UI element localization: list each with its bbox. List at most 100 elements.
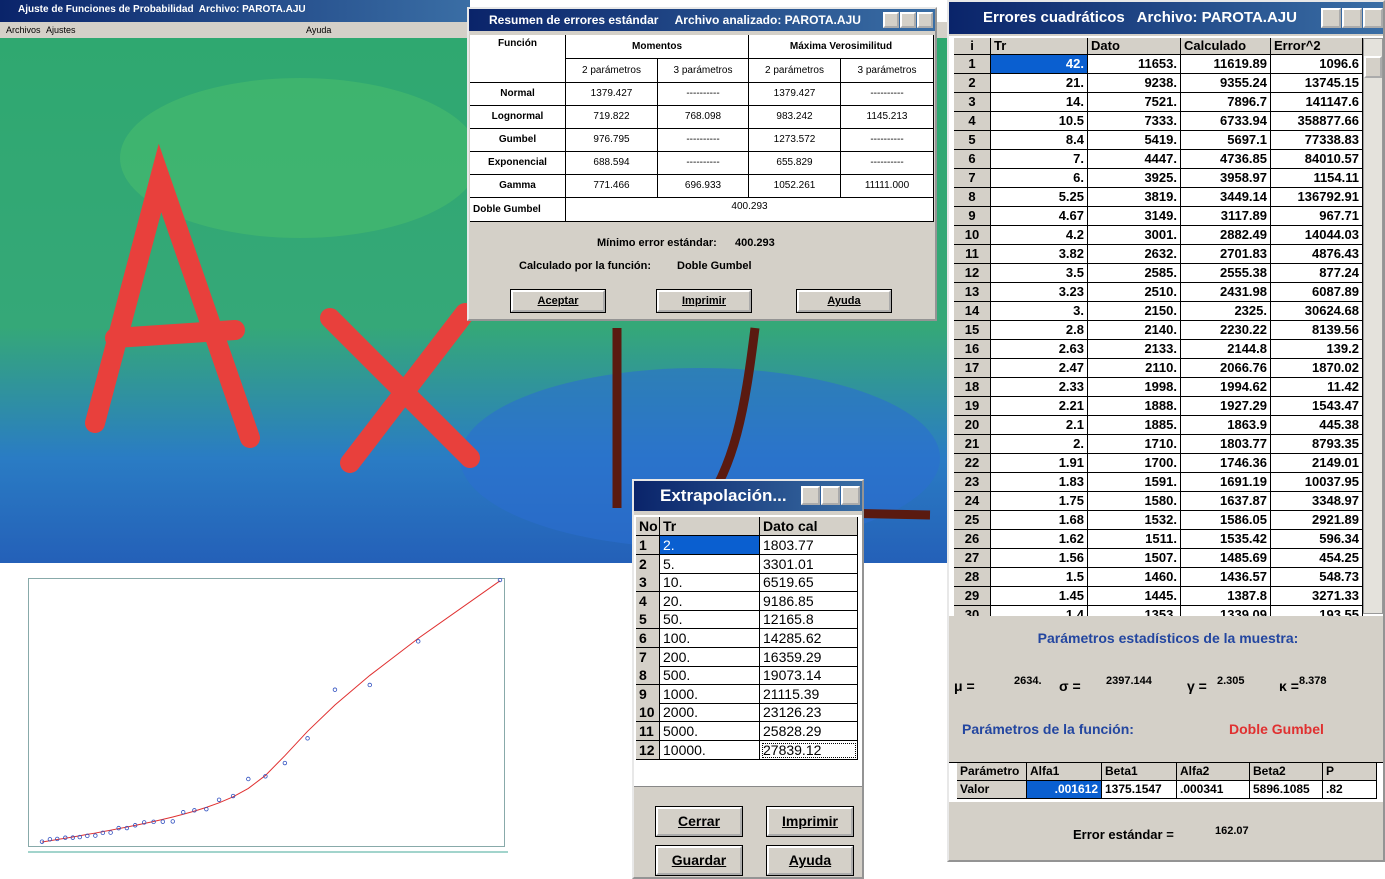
button[interactable]: Guardar <box>655 845 743 876</box>
std-error: 162.07 <box>1215 825 1249 837</box>
column-header: Dato cal <box>760 517 858 536</box>
table-cell: 6733.94 <box>1181 112 1271 131</box>
table-cell: 2.63 <box>991 340 1088 359</box>
table-cell: 42. <box>991 55 1088 74</box>
row-number: 12 <box>954 264 991 283</box>
menu-item[interactable]: Archivos <box>6 25 41 35</box>
observed-point <box>85 833 90 839</box>
window-max-button[interactable] <box>821 486 840 505</box>
table-cell: 1507. <box>1088 549 1181 568</box>
table-cell: 1998. <box>1088 378 1181 397</box>
row-header: Gamma <box>470 175 566 198</box>
row-number: 2 <box>636 554 660 574</box>
table-cell: 1803.77 <box>1181 435 1271 454</box>
scroll-thumb[interactable] <box>1364 56 1382 78</box>
param-value: .000341 <box>1177 781 1250 799</box>
button[interactable]: Ayuda <box>766 845 854 876</box>
window-close-button[interactable] <box>841 486 860 505</box>
table-cell: 696.933 <box>658 175 749 198</box>
column-header: No <box>636 517 660 536</box>
table-cell: 400.293 <box>566 198 934 222</box>
table-cell: 454.25 <box>1271 549 1363 568</box>
table-cell: 5. <box>660 554 760 574</box>
table-cell: 4876.43 <box>1271 245 1363 264</box>
window-min-button[interactable] <box>801 486 820 505</box>
stat-value: 2634. <box>1014 675 1042 687</box>
window-max-button[interactable] <box>1342 8 1362 28</box>
table-cell: 5.25 <box>991 188 1088 207</box>
window-min-button[interactable] <box>883 12 899 28</box>
window-min-button[interactable] <box>1321 8 1341 28</box>
menu-item[interactable]: Ajustes <box>46 25 76 35</box>
table-cell: 16359.29 <box>760 647 858 667</box>
table-cell: 8139.56 <box>1271 321 1363 340</box>
observed-point <box>39 839 45 844</box>
table-cell: 136792.91 <box>1271 188 1363 207</box>
table-cell: 1535.42 <box>1181 530 1271 549</box>
row-number: 23 <box>954 473 991 492</box>
table-cell: 1885. <box>1088 416 1181 435</box>
menu-item[interactable]: Ayuda <box>306 25 332 35</box>
window-close-button[interactable] <box>917 12 933 28</box>
observed-point <box>100 830 106 836</box>
table-cell: 7. <box>991 150 1088 169</box>
table-cell: 1637.87 <box>1181 492 1271 511</box>
column-header: Error^2 <box>1271 38 1363 55</box>
param-header: Beta2 <box>1250 763 1323 781</box>
row-number: 10 <box>636 703 660 723</box>
table-cell: 5697.1 <box>1181 131 1271 150</box>
button[interactable]: Ayuda <box>796 289 892 313</box>
table-cell: 1.45 <box>991 587 1088 606</box>
table-cell: ---------- <box>658 83 749 106</box>
calc-label: Calculado por la función: <box>519 260 652 272</box>
button[interactable]: Imprimir <box>766 806 854 837</box>
table-cell: 3301.01 <box>760 554 858 574</box>
table-cell: 3117.89 <box>1181 207 1271 226</box>
table-cell: 2701.83 <box>1181 245 1271 264</box>
column-header: Calculado <box>1181 38 1271 55</box>
header-cell: Máxima Verosimilitud <box>749 35 934 59</box>
observed-point <box>132 823 138 828</box>
table-cell: 4736.85 <box>1181 150 1271 169</box>
window-close-button[interactable] <box>1363 8 1383 28</box>
table-cell: 445.38 <box>1271 416 1363 435</box>
header-cell: 3 parámetros <box>841 59 934 83</box>
calc-function: Doble Gumbel <box>677 260 752 272</box>
row-number: 15 <box>954 321 991 340</box>
window-max-button[interactable] <box>900 12 916 28</box>
table-cell: 1586.05 <box>1181 511 1271 530</box>
table-cell: 139.2 <box>1271 340 1363 359</box>
table-cell: 2. <box>991 435 1088 454</box>
table-cell: 9186.85 <box>760 591 858 611</box>
button[interactable]: Imprimir <box>656 289 752 313</box>
row-header: Exponencial <box>470 152 566 175</box>
table-cell: 10. <box>660 573 760 593</box>
table-cell: 1096.6 <box>1271 55 1363 74</box>
table-cell: 11619.89 <box>1181 55 1271 74</box>
table-cell: ---------- <box>841 129 934 152</box>
table-cell: 1.68 <box>991 511 1088 530</box>
button[interactable]: Aceptar <box>510 289 606 313</box>
table-cell: 1746.36 <box>1181 454 1271 473</box>
table-cell: 1.4 <box>991 606 1088 616</box>
row-number: 2 <box>954 74 991 93</box>
table-cell: 2144.8 <box>1181 340 1271 359</box>
table-cell: 2.8 <box>991 321 1088 340</box>
table-cell: 1379.427 <box>566 83 658 106</box>
table-cell: 2325. <box>1181 302 1271 321</box>
table-cell: 688.594 <box>566 152 658 175</box>
observed-point <box>192 808 197 813</box>
table-cell: 1.75 <box>991 492 1088 511</box>
scrollbar <box>1363 38 1383 614</box>
table-cell: 27839.12 <box>760 740 858 760</box>
row-header: Lognormal <box>470 106 566 129</box>
observed-point <box>246 776 251 782</box>
stroke <box>340 303 475 473</box>
table-cell: 7333. <box>1088 112 1181 131</box>
stat-value: 8.378 <box>1299 675 1327 687</box>
row-number: 4 <box>636 591 660 611</box>
observed-point <box>204 806 209 812</box>
table-cell: 1691.19 <box>1181 473 1271 492</box>
button[interactable]: Cerrar <box>655 806 743 837</box>
main-title-bar: Ajuste de Funciones de Probabilidad Arch… <box>0 0 470 22</box>
